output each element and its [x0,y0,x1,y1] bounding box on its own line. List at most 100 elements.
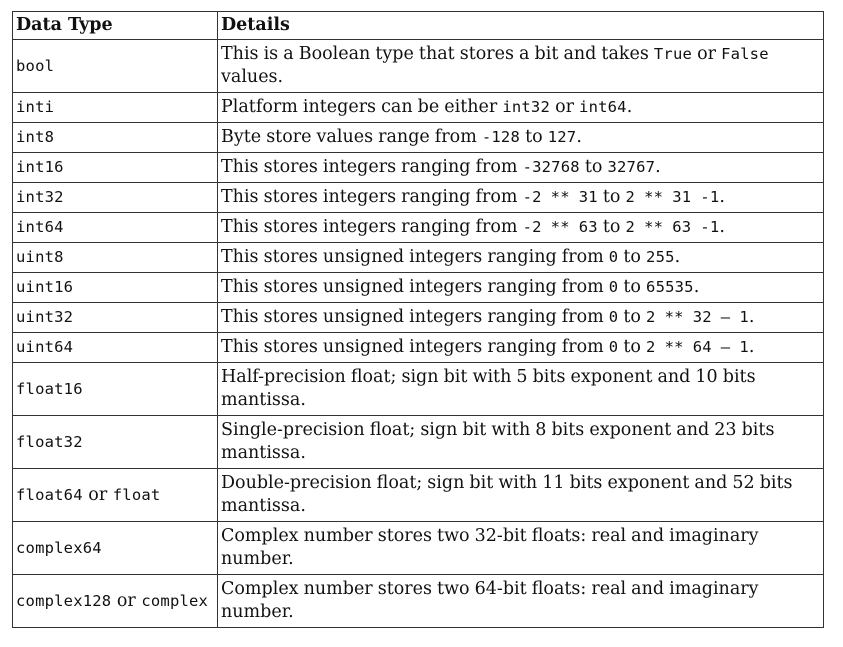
code-text: True [653,45,693,63]
code-text: uint8 [16,248,64,266]
code-text: -2 ** 31 [522,188,598,206]
cell-text: . [674,247,681,267]
table-row: uint8 This stores unsigned integers rangi… [12,242,824,273]
table-row: uint64 This stores unsigned integers rang… [12,332,824,363]
cell-text: . [719,217,725,237]
code-text: False [721,45,769,63]
table-row: float64 or float Double-precision float; … [12,468,824,522]
code-text: 0 [608,278,619,296]
cell-text: Platform integers can be either [221,97,503,117]
code-text: float64 [16,485,83,504]
code-text: 65535 [646,278,694,296]
code-text: -2 ** 63 [522,218,598,236]
data-type-cell: float32 [12,415,218,469]
details-cell: This is a Boolean type that stores a bit… [217,39,824,93]
cell-text: This is a Boolean type that stores a bit… [221,44,654,64]
header-data-type: Data Type [12,11,218,40]
code-text: 0 [608,308,619,326]
table-row: int16 This stores integers ranging from -… [12,152,824,183]
cell-text: . [748,337,755,357]
code-text: inti [16,98,55,116]
cell-text: or [82,484,113,505]
header-details: Details [217,11,824,40]
data-type-cell: int64 [12,212,218,243]
code-text: float16 [16,379,83,398]
data-type-cell: complex128 or complex [12,574,218,628]
data-type-cell: complex64 [12,521,218,575]
details-cell: This stores integers ranging from -2 ** … [217,182,824,213]
table-row: bool This is a Boolean type that stores a… [12,39,824,93]
cell-text: This stores unsigned integers ranging fr… [221,307,609,327]
table-row: int64 This stores integers ranging from -… [12,212,824,243]
code-text: int16 [16,158,64,176]
cell-text: to [618,307,647,327]
cell-text: . [693,277,700,297]
table-row: uint16 This stores unsigned integers rang… [12,272,824,303]
cell-text: or [111,590,142,611]
data-type-cell: inti [12,92,218,123]
code-text: int8 [16,128,55,146]
cell-text: This stores unsigned integers ranging fr… [221,277,609,297]
cell-text: Complex number stores two 32-bit floats:… [221,526,759,569]
code-text: 2 ** 32 – 1 [646,308,749,326]
code-text: 2 ** 64 – 1 [646,338,749,356]
code-text: int64 [16,218,64,236]
cell-text: or [550,97,580,117]
details-cell: Byte store values range from -128 to 127… [217,122,824,153]
details-cell: This stores unsigned integers ranging fr… [217,272,824,303]
details-cell: Complex number stores two 64-bit floats:… [217,574,824,628]
cell-text: to [597,187,626,207]
code-text: complex128 [16,591,112,610]
table-body: bool This is a Boolean type that stores a… [12,39,824,628]
cell-text: Half-precision float; sign bit with 5 bi… [221,367,756,410]
cell-text: . [626,97,633,117]
data-type-cell: float16 [12,362,218,416]
code-text: 127 [547,128,577,146]
code-text: 0 [608,338,619,356]
data-type-cell: int32 [12,182,218,213]
code-text: int32 [502,98,550,116]
table-row: float16 Half-precision float; sign bit wi… [12,362,824,416]
cell-text: . [576,127,582,147]
code-text: 0 [608,248,619,266]
cell-text: to [520,127,548,147]
cell-text: to [618,277,647,297]
table-row: inti Platform integers can be either int3… [12,92,824,123]
code-text: 32767 [607,158,656,176]
code-text: uint32 [16,308,74,326]
code-text: float [112,485,161,504]
details-cell: This stores integers ranging from -32768… [217,152,824,183]
data-type-cell: uint16 [12,272,218,303]
details-cell: This stores unsigned integers ranging fr… [217,242,824,273]
code-text: float32 [16,432,83,451]
cell-text: or [692,44,722,64]
data-type-cell: uint64 [12,332,218,363]
code-text: 255 [646,248,675,266]
cell-text: Single-precision float; sign bit with 8 … [221,420,775,463]
code-text: 2 ** 31 -1 [625,188,720,206]
table-row: uint32 This stores unsigned integers rang… [12,302,824,333]
cell-text: This stores integers ranging from [221,187,523,207]
table-row: complex128 or complex Complex number stor… [12,574,824,628]
cell-text: This stores unsigned integers ranging fr… [221,247,609,267]
table-header-row: Data Type Details [12,11,824,40]
cell-text: Double-precision float; sign bit with 11… [221,473,793,516]
table-row: int32 This stores integers ranging from -… [12,182,824,213]
code-text: uint16 [16,278,74,296]
details-cell: This stores unsigned integers ranging fr… [217,302,824,333]
details-cell: Platform integers can be either int32 or… [217,92,824,123]
cell-text: . [655,157,661,177]
cell-text: to [618,247,647,267]
cell-text: to [579,157,608,177]
details-cell: Complex number stores two 32-bit floats:… [217,521,824,575]
data-types-table: Data Type Details bool This is a Boolean … [12,11,824,628]
code-text: bool [16,56,55,75]
data-type-cell: float64 or float [12,468,218,522]
details-cell: This stores integers ranging from -2 ** … [217,212,824,243]
cell-text: This stores unsigned integers ranging fr… [221,337,609,357]
cell-text: to [597,217,626,237]
cell-text: This stores integers ranging from [221,217,523,237]
data-type-cell: bool [12,39,218,93]
data-type-cell: int8 [12,122,218,153]
code-text: int64 [579,98,627,116]
